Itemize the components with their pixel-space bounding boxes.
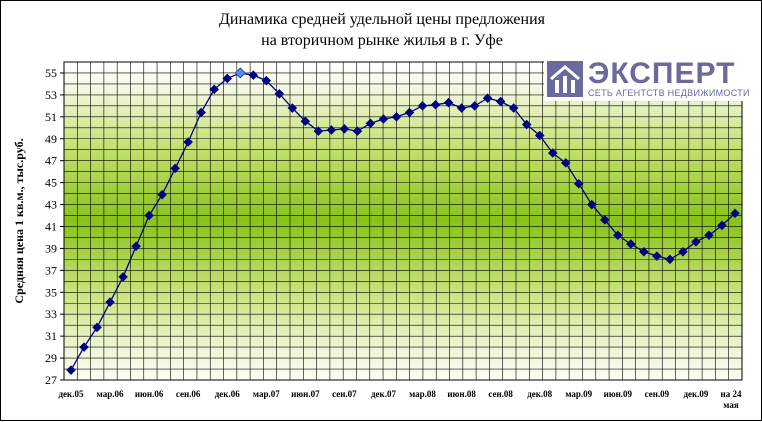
y-tick-label: 43 — [45, 198, 57, 212]
data-point — [639, 246, 649, 257]
data-point — [613, 230, 623, 241]
y-tick-label: 45 — [45, 176, 57, 190]
y-tick-label: 33 — [45, 307, 57, 321]
x-tick-label: дек.08 — [527, 389, 552, 399]
expert-logo: ЭКСПЕРТ СЕТЬ АГЕНТСТВ НЕДВИЖИМОСТИ — [544, 57, 750, 101]
data-point — [326, 125, 337, 135]
data-point — [717, 220, 727, 231]
data-point — [534, 130, 545, 141]
plot-area — [63, 61, 743, 381]
data-point — [560, 158, 571, 168]
x-tick-label: дек.07 — [371, 389, 396, 399]
series-markers — [66, 67, 740, 375]
data-point — [352, 126, 363, 136]
y-tick-label: 49 — [45, 132, 57, 146]
data-point — [417, 101, 428, 111]
data-point — [209, 84, 219, 95]
data-point — [691, 237, 701, 247]
data-point — [600, 215, 610, 225]
data-point — [274, 89, 285, 99]
data-point — [704, 230, 714, 241]
data-point — [118, 272, 128, 282]
data-point — [430, 99, 441, 110]
y-tick-label: 31 — [45, 329, 57, 343]
y-tick-label: 37 — [45, 263, 57, 277]
y-axis: 27 29 31 33 35 37 39 41 43 45 47 49 51 53 55 — [45, 66, 64, 387]
data-point — [170, 163, 180, 174]
data-point — [234, 67, 246, 79]
y-tick-label: 53 — [45, 88, 57, 102]
data-point — [287, 103, 298, 113]
data-point — [92, 322, 102, 333]
x-tick-label: сен.08 — [488, 389, 513, 399]
data-point — [261, 75, 272, 86]
data-point — [443, 97, 454, 108]
x-tick-label: июн.08 — [447, 389, 476, 399]
data-point — [508, 103, 519, 113]
logo-name: ЭКСПЕРТ — [588, 57, 736, 90]
data-point — [587, 199, 597, 210]
x-tick-label: дек.06 — [215, 389, 240, 399]
data-point — [665, 254, 675, 265]
data-point — [79, 342, 89, 352]
data-point — [469, 101, 480, 111]
x-tick-label: мар.08 — [409, 389, 436, 399]
x-tick-label: дек.05 — [59, 389, 84, 399]
x-tick-label: дек.09 — [683, 389, 708, 399]
y-tick-label: 51 — [45, 110, 57, 124]
data-point — [730, 208, 740, 219]
data-point — [404, 107, 415, 118]
data-point — [482, 93, 493, 103]
y-tick-label: 27 — [45, 373, 57, 387]
data-point — [222, 73, 233, 84]
data-point — [157, 189, 167, 200]
x-tick-label: сен.09 — [645, 389, 670, 399]
data-point — [495, 96, 506, 107]
data-point — [248, 70, 259, 80]
y-tick-label: 39 — [45, 241, 57, 255]
data-point — [183, 137, 193, 147]
data-point — [313, 126, 324, 136]
series-line — [70, 72, 736, 371]
x-tick-label: июн.06 — [135, 389, 164, 399]
y-tick-label: 47 — [45, 154, 57, 168]
x-tick-label: июн.09 — [604, 389, 633, 399]
x-tick-label: сен.06 — [176, 389, 201, 399]
data-point — [66, 365, 76, 375]
data-point — [378, 114, 389, 124]
data-point — [456, 103, 467, 113]
data-point — [652, 251, 662, 261]
x-axis: дек.05 мар.06 июн.06 сен.06 дек.06 мар.07 июн.… — [59, 389, 742, 410]
y-axis-label: Средняя цена 1 кв.м., тыс.руб. — [12, 138, 26, 303]
x-tick-label: на 24 мая — [721, 389, 742, 410]
y-tick-label: 35 — [45, 285, 57, 299]
data-point — [196, 107, 206, 118]
data-point — [521, 119, 532, 130]
x-tick-label: июн.07 — [291, 389, 320, 399]
x-tick-label: мар.09 — [565, 389, 592, 399]
logo-tagline: СЕТЬ АГЕНТСТВ НЕДВИЖИМОСТИ — [588, 88, 750, 98]
x-tick-label: мар.07 — [253, 389, 280, 399]
chart-title-line-1: Динамика средней удельной цены предложен… — [218, 11, 546, 28]
data-point — [131, 241, 141, 251]
x-tick-label: сен.07 — [332, 389, 357, 399]
chart-title-line-2: на вторичном рынке жилья в г. Уфе — [261, 32, 503, 49]
expert-logo-icon — [547, 61, 583, 97]
data-point — [547, 148, 558, 158]
data-point — [626, 239, 636, 249]
data-point — [144, 210, 154, 221]
data-point — [678, 246, 688, 257]
y-tick-label: 55 — [45, 66, 57, 80]
data-point — [339, 124, 350, 134]
data-point — [105, 297, 115, 307]
data-point — [391, 112, 402, 122]
y-tick-label: 41 — [45, 219, 57, 233]
data-point — [300, 116, 311, 126]
data-point — [365, 118, 376, 129]
x-tick-label: мар.06 — [97, 389, 124, 399]
data-point — [573, 178, 584, 189]
y-tick-label: 29 — [45, 351, 57, 365]
